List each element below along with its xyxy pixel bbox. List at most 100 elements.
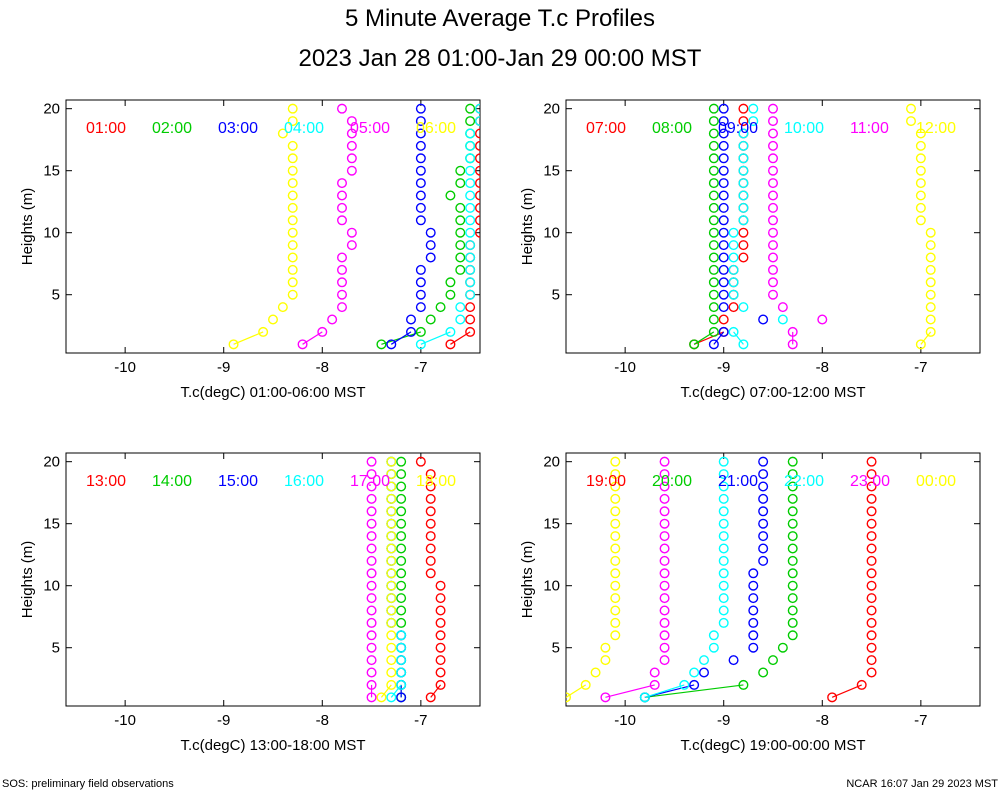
profile-segment [380,684,392,698]
y-tick-label: 15 [543,516,560,533]
legend-label: 07:00 [586,120,626,137]
data-point [738,103,749,114]
legend-label: 04:00 [284,120,324,137]
data-point [748,103,759,114]
legend-label: 22:00 [784,473,824,490]
plot-frame [65,452,481,707]
data-point [689,339,700,350]
data-point [639,692,650,703]
series-1900 [827,456,877,703]
y-tick-label: 20 [43,454,60,471]
data-point [425,506,436,517]
legend-label: 21:00 [718,473,758,490]
data-point [337,302,348,313]
chart-subtitle: 2023 Jan 28 01:00-Jan 29 00:00 MST [299,45,702,72]
profile-segment [420,331,451,345]
data-point [337,215,348,226]
data-point [415,277,426,288]
data-point [708,178,719,189]
legend-label: 09:00 [718,120,758,137]
data-point [465,140,476,151]
data-point [386,617,397,628]
data-point [465,289,476,300]
legend-label: 20:00 [652,473,692,490]
data-point [346,165,357,176]
data-point [600,692,611,703]
data-point [475,153,480,164]
data-point [455,302,466,313]
data-point [396,493,407,504]
data-point [738,227,749,238]
data-point [915,190,926,201]
data-point [768,202,779,213]
data-point [708,326,719,337]
panels: -10 -9 -8 -7 5 10 15 20 T.c(degC) 01:00-06:00 MS… [19,99,981,754]
data-point [866,469,877,480]
data-point [386,493,397,504]
data-point [718,202,729,213]
data-point [386,339,397,350]
data-point [659,617,670,628]
data-point [287,190,298,201]
data-point [610,518,621,529]
data-point [415,178,426,189]
data-point [866,642,877,653]
data-point [566,692,571,703]
data-point [386,568,397,579]
data-point [610,555,621,566]
data-point [415,116,426,127]
data-point [925,240,936,251]
data-point [708,314,719,325]
data-point [287,140,298,151]
series-1800 [376,456,397,703]
series-0400 [415,103,480,350]
data-point [787,531,798,542]
data-point [445,277,456,288]
data-point [465,190,476,201]
legend-label: 13:00 [86,473,126,490]
data-point [415,140,426,151]
data-point [366,456,377,467]
profile-segment [831,684,862,698]
data-point [465,326,476,337]
data-point [610,617,621,628]
data-point [659,642,670,653]
data-point [610,593,621,604]
legend-label: 11:00 [850,120,889,137]
data-point [465,240,476,251]
data-point [758,506,769,517]
y-axis-label: Heights (m) [519,541,536,619]
data-point [386,679,397,690]
x-tick-label: -10 [614,712,636,729]
data-point [396,605,407,616]
data-point [768,178,779,189]
data-point [435,580,446,591]
data-point [386,469,397,480]
x-tick-label: -9 [717,359,730,376]
data-point [659,506,670,517]
data-point [455,178,466,189]
data-point [708,202,719,213]
data-point [866,568,877,579]
x-tick-label: -8 [816,712,829,729]
data-point [866,481,877,492]
data-point [366,679,377,690]
data-point [777,302,788,313]
data-point [396,593,407,604]
data-point [708,277,719,288]
data-point [915,339,926,350]
data-point [718,555,729,566]
data-point [415,202,426,213]
data-point [425,543,436,554]
data-point [728,264,739,275]
data-point [610,568,621,579]
legend-label: 14:00 [152,473,192,490]
data-point [337,252,348,263]
y-tick-label: 10 [543,578,560,595]
data-point [866,580,877,591]
data-point [718,264,729,275]
data-point [337,202,348,213]
data-point [337,277,348,288]
data-point [287,153,298,164]
data-point [718,481,729,492]
